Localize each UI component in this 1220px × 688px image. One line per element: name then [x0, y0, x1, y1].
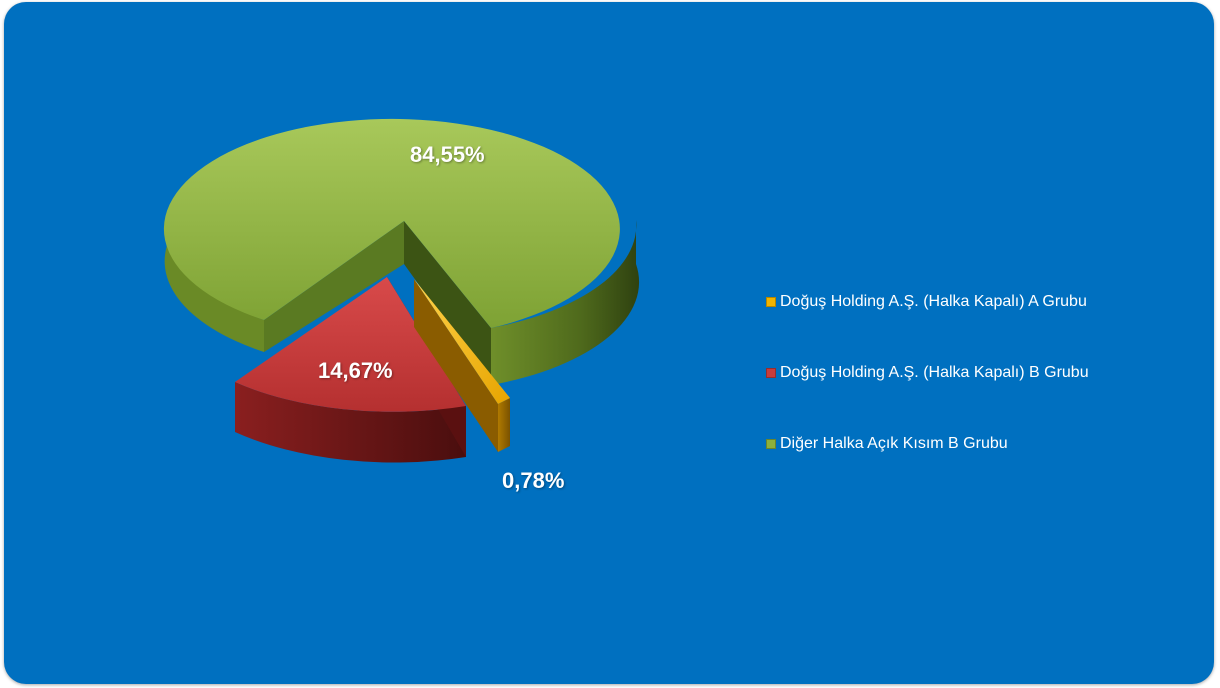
data-label-a-grubu: 0,78% [502, 468, 565, 493]
pie-chart [163, 118, 640, 463]
legend-label-b-grubu: Doğuş Holding A.Ş. (Halka Kapalı) B Grub… [780, 364, 1089, 381]
legend-label-a-grubu: Doğuş Holding A.Ş. (Halka Kapalı) A Grub… [780, 293, 1087, 310]
legend-label-diger: Diğer Halka Açık Kısım B Grubu [780, 435, 1008, 452]
pie-slice-diger-halka-acik [163, 118, 640, 385]
legend-item-b-grubu: Doğuş Holding A.Ş. (Halka Kapalı) B Grub… [766, 361, 1089, 385]
pie-slice-a-grubu [414, 279, 510, 452]
legend-item-diger: Diğer Halka Açık Kısım B Grubu [766, 432, 1089, 456]
pie-slice-b-grubu [235, 277, 466, 463]
legend-swatch-a-grubu [766, 297, 776, 307]
legend: Doğuş Holding A.Ş. (Halka Kapalı) A Grub… [766, 290, 1089, 503]
data-label-b-grubu: 14,67% [318, 358, 393, 383]
data-label-diger: 84,55% [410, 142, 485, 167]
legend-item-a-grubu: Doğuş Holding A.Ş. (Halka Kapalı) A Grub… [766, 290, 1089, 314]
chart-panel: 84,55% 14,67% 0,78% Doğuş Holding A.Ş. (… [4, 2, 1214, 684]
legend-swatch-b-grubu [766, 368, 776, 378]
legend-swatch-diger [766, 439, 776, 449]
